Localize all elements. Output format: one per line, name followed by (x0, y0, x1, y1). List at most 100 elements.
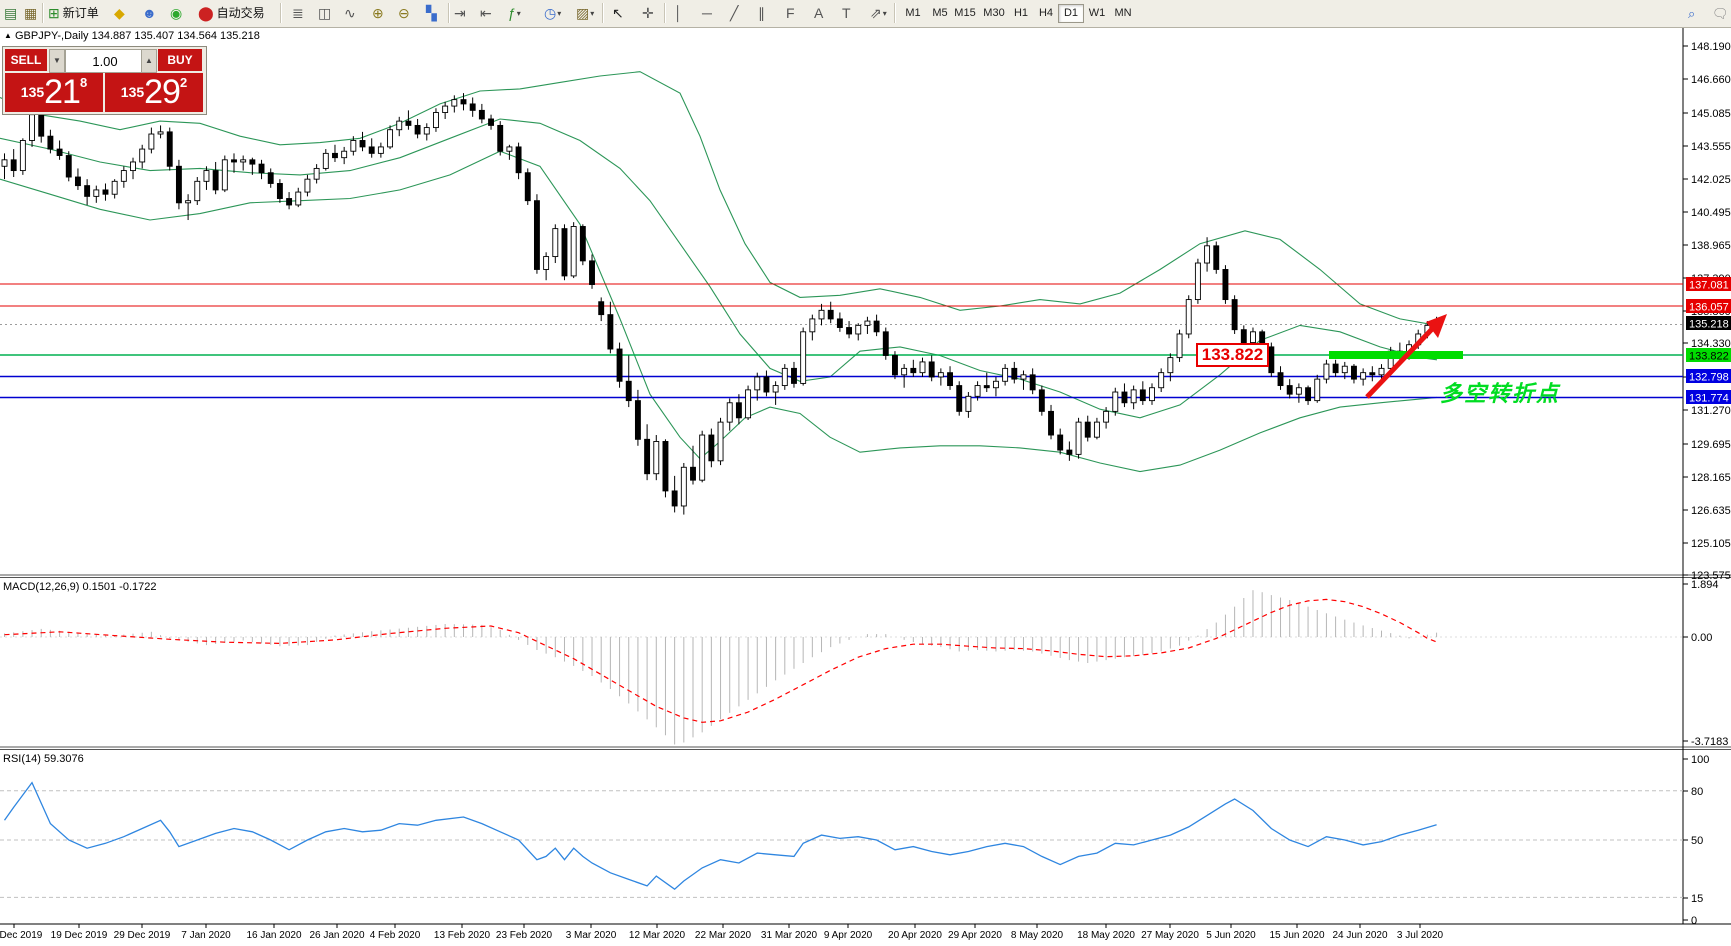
candle-body[interactable] (313, 167, 320, 180)
candle-body[interactable] (1084, 421, 1091, 438)
candle-body[interactable] (396, 120, 403, 131)
text-icon[interactable]: A (814, 5, 824, 21)
candle-body[interactable] (139, 148, 146, 163)
candle-body[interactable] (221, 159, 228, 191)
candle-body[interactable] (1121, 391, 1128, 404)
candle-body[interactable] (745, 389, 752, 419)
autotrade-icon[interactable]: ⬤ 自动交易 (198, 5, 265, 21)
candle-body[interactable] (625, 380, 632, 402)
candle-body[interactable] (1167, 357, 1174, 374)
candle-body[interactable] (892, 355, 898, 376)
volume-input[interactable] (65, 49, 145, 73)
candle-chart-icon[interactable]: ◫ (318, 5, 332, 21)
fibonacci-icon[interactable]: F (786, 5, 795, 21)
candle-body[interactable] (579, 226, 586, 262)
candle-body[interactable] (405, 120, 412, 126)
candle-body[interactable] (47, 135, 54, 150)
timeframe-button-m30[interactable]: M30 (983, 7, 1005, 19)
timeframe-button-h1[interactable]: H1 (1013, 7, 1029, 19)
candle-body[interactable] (653, 441, 660, 475)
candle-body[interactable] (469, 103, 476, 111)
candle-body[interactable] (1176, 333, 1183, 359)
timeframe-button-mn[interactable]: MN (1114, 7, 1132, 19)
timeframe-button-d1[interactable]: D1 (1058, 4, 1084, 23)
auto-scroll-icon[interactable]: ⇥ (454, 5, 466, 21)
candle-body[interactable] (708, 434, 715, 462)
candle-body[interactable] (130, 161, 136, 172)
candle-body[interactable] (1378, 367, 1385, 376)
candle-body[interactable] (919, 361, 926, 374)
candle-body[interactable] (423, 127, 430, 135)
candle-body[interactable] (901, 367, 908, 376)
candle-body[interactable] (680, 466, 687, 507)
candle-body[interactable] (414, 124, 421, 135)
candle-body[interactable] (956, 385, 963, 412)
candle-body[interactable] (690, 466, 696, 481)
candle-body[interactable] (1185, 299, 1192, 335)
candle-body[interactable] (387, 129, 394, 148)
candle-body[interactable] (662, 441, 669, 492)
candle-body[interactable] (1194, 262, 1201, 301)
candle-body[interactable] (1213, 245, 1220, 270)
bar-chart-icon[interactable]: ≣ (292, 5, 304, 21)
candle-body[interactable] (1295, 387, 1302, 395)
timeframe-button-h4[interactable]: H4 (1038, 7, 1054, 19)
candle-body[interactable] (93, 189, 100, 197)
candle-body[interactable] (38, 114, 45, 137)
candle-body[interactable] (478, 109, 485, 120)
candle-body[interactable] (1250, 331, 1256, 344)
candle-body[interactable] (1057, 434, 1064, 451)
candle-body[interactable] (1341, 365, 1348, 374)
zoom-out-icon[interactable]: ⊖ (398, 5, 410, 21)
candle-body[interactable] (791, 367, 797, 384)
volume-decrease-button[interactable]: ▼ (49, 49, 65, 73)
candle-body[interactable] (726, 402, 733, 423)
candle-body[interactable] (286, 198, 293, 206)
candle-body[interactable] (937, 372, 944, 378)
candle-body[interactable] (524, 172, 531, 202)
expert-icon[interactable]: ☻ (142, 5, 157, 21)
candle-body[interactable] (1268, 346, 1275, 374)
hline-icon[interactable]: ─ (702, 5, 712, 21)
candle-body[interactable] (1222, 269, 1229, 301)
candle-body[interactable] (1029, 374, 1036, 391)
candle-body[interactable] (1305, 387, 1312, 402)
candle-body[interactable] (1323, 363, 1330, 380)
candle-body[interactable] (1231, 299, 1238, 331)
periods-icon[interactable]: ◷▾ (544, 5, 562, 21)
candle-body[interactable] (1277, 372, 1284, 387)
candle-body[interactable] (1002, 367, 1009, 382)
candle-body[interactable] (836, 318, 843, 328)
indicators-icon[interactable]: ƒ▾ (508, 5, 521, 21)
candle-body[interactable] (607, 314, 614, 350)
candle-body[interactable] (442, 105, 449, 113)
trend-arrow-shaft[interactable] (1365, 325, 1436, 399)
sound-icon[interactable]: ◉ (170, 5, 183, 21)
candle-body[interactable] (341, 150, 348, 159)
candle-body[interactable] (359, 140, 366, 148)
candle-body[interactable] (74, 176, 81, 187)
candle-body[interactable] (276, 183, 283, 199)
candle-body[interactable] (157, 131, 164, 135)
candle-body[interactable] (717, 421, 724, 462)
candle-body[interactable] (185, 200, 192, 204)
candle-body[interactable] (781, 367, 788, 387)
candle-body[interactable] (1130, 389, 1137, 404)
candle-body[interactable] (561, 228, 568, 277)
support-zone-bar[interactable] (1329, 351, 1463, 359)
candle-body[interactable] (460, 99, 467, 105)
candle-body[interactable] (1075, 421, 1082, 455)
candle-body[interactable] (166, 131, 173, 167)
sweep-icon[interactable]: ◆ (114, 5, 125, 21)
candle-body[interactable] (947, 372, 953, 387)
crosshair-icon[interactable]: ✛ (642, 5, 654, 21)
chat-icon[interactable]: 🗨 (1712, 6, 1729, 21)
candle-body[interactable] (212, 170, 219, 191)
candle-body[interactable] (1103, 410, 1110, 423)
candle-body[interactable] (1093, 421, 1100, 438)
candle-body[interactable] (552, 228, 559, 258)
new-order-icon[interactable]: ⊞ 新订单 (48, 5, 99, 21)
candle-body[interactable] (1048, 410, 1054, 436)
candle-body[interactable] (855, 324, 862, 335)
